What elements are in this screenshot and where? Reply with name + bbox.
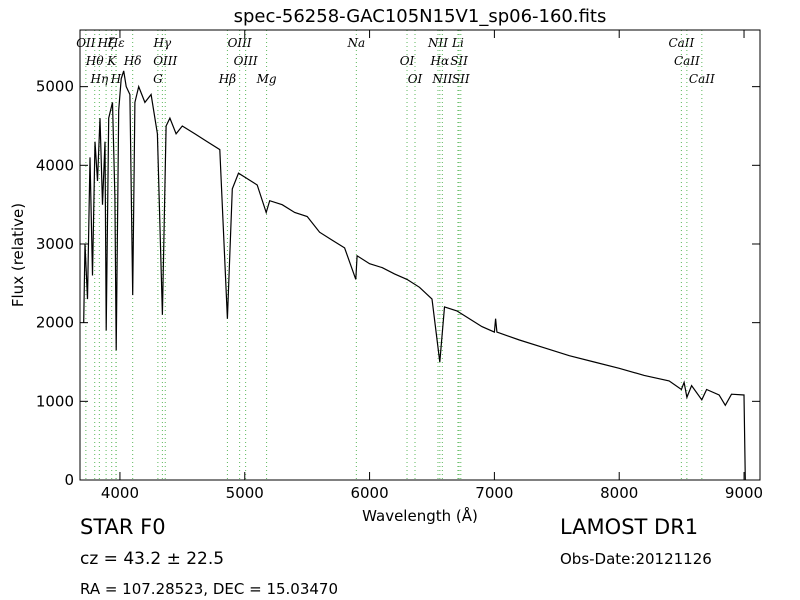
x-tick-label: 6000 [350, 484, 388, 502]
spectral-line-label: Hθ [85, 54, 104, 68]
survey-label: LAMOST DR1 [560, 515, 698, 539]
y-axis-label: Flux (relative) [9, 203, 27, 307]
spectral-line-label: K [106, 54, 117, 68]
y-tick-label: 1000 [36, 392, 74, 410]
x-axis-label: Wavelength (Å) [362, 506, 478, 525]
spectral-line-label: Hα [430, 54, 450, 68]
spectral-line-label: Hδ [123, 54, 142, 68]
x-tick-label: 5000 [226, 484, 264, 502]
spectral-line-label: NII [427, 36, 448, 50]
spectral-line-label: OIII [228, 36, 252, 50]
spectral-line-label: Hη [90, 72, 109, 86]
spectral-line-label: Hγ [153, 36, 172, 50]
x-tick-label: 4000 [101, 484, 139, 502]
spectral-line-label: SII [450, 54, 468, 68]
spectral-line-label: CaII [689, 72, 715, 86]
chart-title: spec-56258-GAC105N15V1_sp06-160.fits [234, 6, 607, 27]
plot-frame [79, 29, 761, 481]
y-tick-label: 3000 [36, 235, 74, 253]
spectral-line-label: Na [347, 36, 366, 50]
spectral-line-label: OI [408, 72, 423, 86]
y-tick-label: 0 [64, 471, 74, 489]
spectral-line-label: G [153, 72, 163, 86]
y-tick-label: 4000 [36, 156, 74, 174]
spectral-line-label: SII [452, 72, 470, 86]
spectral-line-label: CaII [668, 36, 694, 50]
spectral-line-label: Li [451, 36, 464, 50]
spectral-line-label: NII [431, 72, 452, 86]
x-tick-label: 7000 [475, 484, 513, 502]
spectral-line-label: OIII [234, 54, 258, 68]
cz-label: cz = 43.2 ± 22.5 [80, 549, 224, 569]
object-label: STAR F0 [80, 515, 166, 539]
spectrum-line [83, 70, 746, 481]
spectral-line-label: Hε [107, 36, 125, 50]
y-tick-label: 5000 [36, 78, 74, 96]
spectral-line-label: Hζ [97, 36, 116, 50]
y-tick-label: 2000 [36, 314, 74, 332]
spectral-line-label: OII [76, 36, 96, 50]
spectral-line-label: Mg [256, 72, 277, 86]
spectral-line-label: Hβ [218, 72, 236, 86]
spectral-line-label: CaII [674, 54, 700, 68]
date-label: Obs-Date:20121126 [560, 550, 712, 568]
spectral-line-label: OI [400, 54, 415, 68]
coords-label: RA = 107.28523, DEC = 15.03470 [80, 580, 338, 598]
x-tick-label: 9000 [725, 484, 763, 502]
x-tick-label: 8000 [600, 484, 638, 502]
spectral-line-label: OIII [153, 54, 177, 68]
